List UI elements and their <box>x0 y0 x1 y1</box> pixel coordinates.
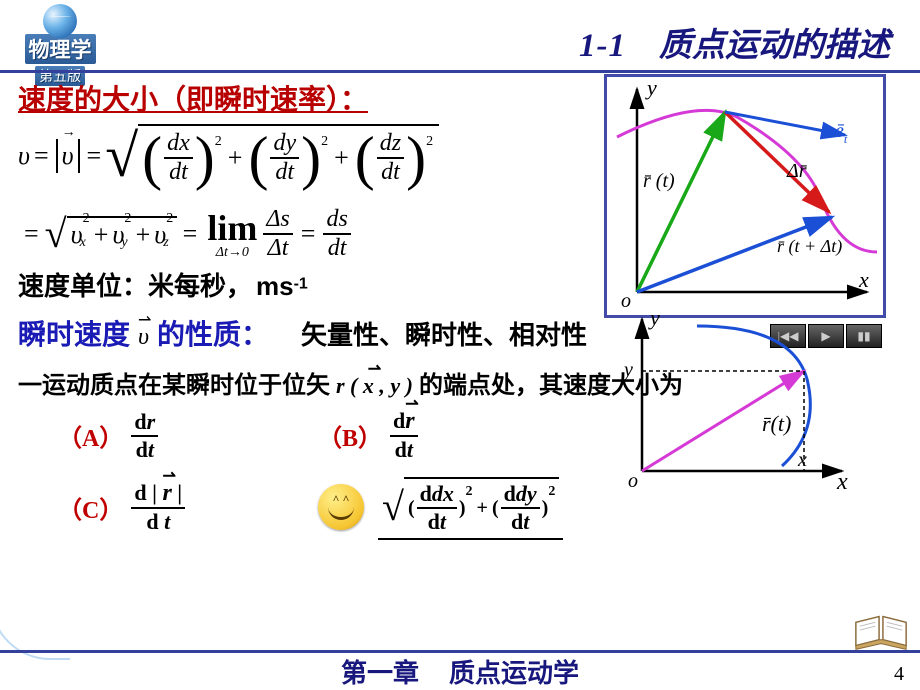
radical-sign-d: √ <box>382 497 404 517</box>
properties-text: 矢量性、瞬时性、相对性 <box>301 315 587 352</box>
page-number: 4 <box>894 663 904 686</box>
equals-3: = <box>24 219 39 249</box>
plus-1: + <box>228 143 243 173</box>
option-d[interactable]: √ ( ddxdt ) 2 + ( ddydt ) 2 <box>318 477 638 537</box>
svg-text:x: x <box>797 449 807 471</box>
lparen-2: ( <box>248 146 268 170</box>
slide-content: 速度的大小（即瞬时速率）： υ = υ = √ ( dxdt ) 2 + ( d… <box>0 78 920 537</box>
frac-dxdt: dxdt <box>164 130 193 186</box>
frac-dzdt: dzdt <box>377 130 404 186</box>
svg-text:r̄ (t): r̄ (t) <box>643 170 675 192</box>
textbook-title: 物理学 <box>25 34 96 64</box>
radicand-2: υ2x + υ2y + υ2z <box>67 216 177 252</box>
option-c[interactable]: （C） d | r | d t <box>58 477 318 537</box>
r-xy-vector: r ( x , y ) <box>336 373 413 398</box>
option-b-label: （B） <box>318 418 382 453</box>
slide-footer: 第一章 质点运动学 <box>0 650 920 690</box>
diagram1-svg: y x o r̄ (t) Δr̄ ēt r̄ (t + Δt) <box>607 77 883 315</box>
equals-4: = <box>183 219 198 249</box>
section-title: 1-1 质点运动的描述 <box>110 4 910 66</box>
lparen-1: ( <box>142 146 162 170</box>
vector-diagram-2: y y x x o r̄(t) <box>612 311 862 491</box>
unit-exp: -1 <box>294 276 308 293</box>
frac-dydt: dydt <box>270 130 299 186</box>
option-d-sqrt: √ ( ddxdt ) 2 + ( ddydt ) 2 <box>382 477 559 537</box>
unit-symbol: ms <box>256 271 294 301</box>
svg-text:r̄ (t + Δt): r̄ (t + Δt) <box>777 236 842 257</box>
abs-v-vector: υ <box>56 141 80 171</box>
lparen-3: ( <box>355 146 375 170</box>
svg-text:o: o <box>628 470 638 491</box>
svg-text:x: x <box>858 267 869 292</box>
diagram2-svg: y y x x o r̄(t) <box>612 311 862 491</box>
vector-v-small: υ <box>138 324 149 351</box>
exp-3: 2 <box>426 134 433 150</box>
svg-text:o: o <box>621 290 631 312</box>
question-text-1: 一运动质点在某瞬时位于位矢 <box>18 373 330 399</box>
svg-text:y: y <box>645 77 657 100</box>
equals-1: = <box>34 141 49 171</box>
svg-text:ēt: ēt <box>835 120 848 146</box>
sqrt-components: √ υ2x + υ2y + υ2z <box>45 216 177 252</box>
svg-text:y: y <box>622 359 633 381</box>
vector-diagram-1: y x o r̄ (t) Δr̄ ēt r̄ (t + Δt) <box>604 74 886 318</box>
option-c-frac: d | r | d t <box>131 480 185 535</box>
option-b[interactable]: （B） dr dt <box>318 408 638 463</box>
smiley-icon <box>318 484 364 530</box>
inst-velocity-label: 瞬时速度 <box>18 313 130 353</box>
sqrt-block: √ ( dxdt ) 2 + ( dydt ) 2 + ( dzdt ) 2 <box>105 124 439 188</box>
section-number: 1-1 <box>579 28 626 64</box>
lim-word: lim <box>207 207 257 249</box>
svg-text:y: y <box>648 311 660 330</box>
globe-icon <box>43 4 77 38</box>
decorative-curve <box>0 540 70 660</box>
svg-text:Δr̄: Δr̄ <box>786 160 807 182</box>
svg-text:x: x <box>836 469 848 491</box>
equals-2: = <box>87 141 102 171</box>
rparen-3: ) <box>406 146 426 170</box>
slide-header: 物理学 第五版 1-1 质点运动的描述 <box>0 0 920 60</box>
radical-sign-2: √ <box>45 224 67 244</box>
rparen-1: ) <box>195 146 215 170</box>
var-v: υ <box>18 141 30 171</box>
option-a-label: （A） <box>58 418 123 453</box>
logo-block: 物理学 第五版 <box>10 4 110 86</box>
lim-sub: Δt→0 <box>216 245 249 261</box>
rparen-2: ) <box>301 146 321 170</box>
book-icon <box>852 610 910 654</box>
radical-sign: √ <box>105 141 138 171</box>
svg-text:r̄(t): r̄(t) <box>762 411 791 436</box>
footer-title: 质点运动学 <box>449 653 579 690</box>
limit-block: lim Δt→0 <box>207 207 257 261</box>
option-a-frac: dr dt <box>131 409 158 463</box>
unit-label: 速度单位：米每秒， <box>18 272 252 301</box>
exp-1: 2 <box>215 134 222 150</box>
option-c-label: （C） <box>58 490 123 525</box>
radicand: ( dxdt ) 2 + ( dydt ) 2 + ( dzdt ) 2 <box>138 124 439 188</box>
option-a[interactable]: （A） dr dt <box>58 408 318 463</box>
radicand-d: ( ddxdt ) 2 + ( ddydt ) 2 <box>404 477 559 537</box>
footer-chapter: 第一章 <box>341 653 419 690</box>
option-b-frac: dr dt <box>390 408 418 463</box>
section-name: 质点运动的描述 <box>659 28 890 64</box>
properties-label: 的性质： <box>157 313 269 353</box>
vector-v: υ <box>62 141 74 170</box>
plus-2: + <box>334 143 349 173</box>
exp-2: 2 <box>321 134 328 150</box>
equals-5: = <box>301 219 316 249</box>
frac-ds-dt: dsdt <box>323 206 350 262</box>
header-divider <box>0 70 920 73</box>
frac-ds-dt-delta: ΔsΔt <box>263 206 292 262</box>
